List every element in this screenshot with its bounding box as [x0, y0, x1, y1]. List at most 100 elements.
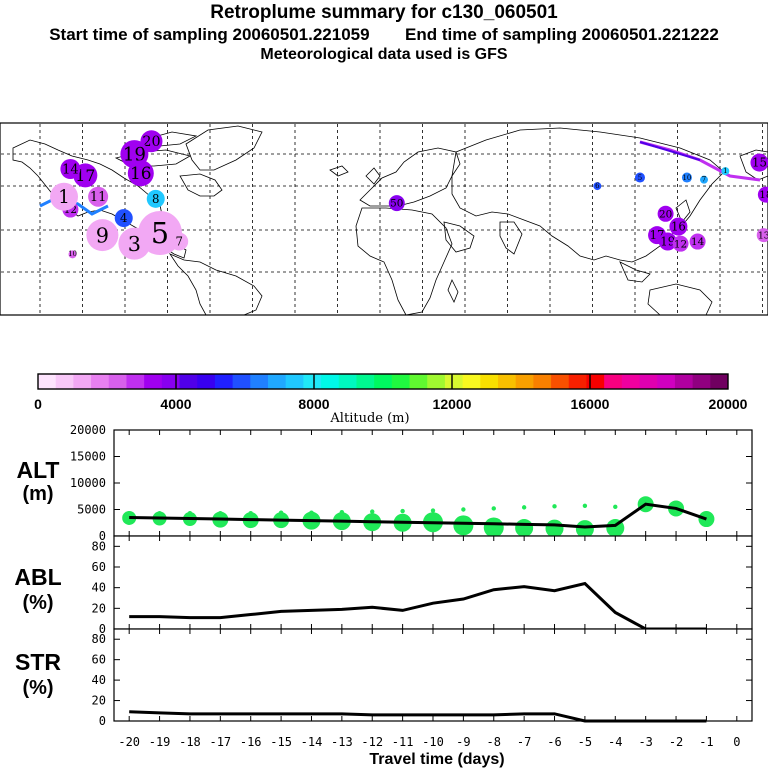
colorbar-cell — [303, 374, 322, 389]
colorbar-cell — [568, 374, 587, 389]
alt-series-line — [129, 502, 707, 529]
plume-marker-label: 15 — [752, 156, 767, 170]
alt-scatter-point-upper — [430, 508, 436, 513]
alt-scatter-point-upper — [582, 503, 588, 508]
x-axis-ticks: -20 -19 -18 -17 -16 -15 -14 -13 -12 -11 -10 -9 -8 -7-… — [118, 735, 740, 749]
colorbar-cell — [657, 374, 676, 389]
abl-series-line — [129, 581, 707, 631]
plume-marker — [635, 172, 645, 183]
str-y-tick: 60 — [92, 653, 106, 667]
colorbar-cell — [126, 374, 145, 389]
plume-marker-label: 6 — [595, 182, 600, 190]
x-tick-label: 0 — [733, 735, 740, 749]
plume-marker-label: 18 — [759, 189, 768, 201]
colorbar-cell — [692, 374, 711, 389]
plume-marker — [658, 232, 677, 251]
colorbar-cell — [391, 374, 411, 389]
colorbar-cell — [586, 374, 605, 389]
alt-y-tick: 10000 — [70, 476, 106, 490]
x-tick-label: -4 — [608, 735, 622, 749]
alt-scatter-point-upper — [309, 510, 314, 515]
colorbar-tick: 12000 — [433, 396, 472, 412]
end-value: 20060501.221222 — [581, 25, 719, 44]
world-map: 2019161714121118459371015181320171619121… — [0, 122, 768, 316]
x-tick-label: -9 — [456, 735, 470, 749]
sampling-times: Start time of sampling 20060501.221059 E… — [0, 25, 768, 45]
colorbar-cell — [674, 374, 694, 389]
alt-scatter-point-upper — [400, 508, 405, 514]
alt-scatter-point-upper — [218, 511, 223, 516]
x-tick-label: -11 — [392, 735, 414, 749]
alt-y-tick: 20000 — [70, 423, 106, 437]
plume-marker — [750, 153, 768, 172]
plume-marker-label: 19 — [660, 235, 675, 249]
colorbar-label: Altitude (m) — [329, 411, 409, 426]
alt-scatter-point — [575, 520, 594, 539]
plume-marker-label: 10 — [682, 174, 691, 182]
alt-scatter-point-upper — [187, 511, 193, 516]
colorbar-cell — [356, 374, 375, 389]
colorbar-cell — [621, 374, 641, 389]
plume-marker-label: 14 — [691, 236, 705, 248]
colorbar-cell — [38, 374, 57, 389]
plume-marker-label: 11 — [90, 190, 107, 205]
x-axis-label: Travel time (days) — [369, 751, 504, 768]
plume-marker — [170, 232, 189, 251]
alt-y-tick: 5000 — [77, 503, 106, 517]
colorbar-cell — [268, 374, 287, 389]
x-tick-label: -8 — [487, 735, 501, 749]
x-tick-label: -12 — [361, 735, 383, 749]
plume-marker — [388, 195, 405, 212]
plume-marker — [689, 233, 706, 250]
colorbar-cell — [55, 374, 74, 389]
colorbar-cell — [533, 374, 552, 389]
plume-marker-label: 5 — [151, 216, 169, 250]
colorbar-cell — [285, 374, 304, 389]
colorbar-tick-labels: 0 4000 8000 12000 16000 20000 — [34, 396, 748, 412]
plume-marker-label: 5 — [638, 174, 642, 182]
end-label: End time of sampling — [405, 25, 577, 44]
alt-scatter-point-upper — [552, 504, 557, 509]
alt-y-tick: 15000 — [70, 450, 106, 464]
x-tick-label: -19 — [149, 735, 171, 749]
plume-marker — [672, 235, 689, 252]
alt-y-tick: 0 — [99, 529, 106, 543]
x-tick-label: -16 — [240, 735, 262, 749]
colorbar-cell — [444, 374, 464, 389]
colorbar-tick: 4000 — [160, 396, 191, 412]
colorbar-cell — [710, 374, 729, 389]
plume-marker-label: 16 — [671, 220, 686, 234]
colorbar-tick: 8000 — [298, 396, 329, 412]
map-markers: 2019161714121118459371015181320171619121… — [50, 130, 768, 260]
plume-marker — [50, 182, 78, 211]
plume-marker — [681, 172, 692, 183]
plume-marker-label: 8 — [152, 192, 159, 206]
alt-scatter-point-upper — [491, 506, 496, 511]
plume-marker — [88, 186, 109, 207]
colorbar-cell — [179, 374, 198, 389]
plume-marker-label: 17 — [75, 167, 95, 185]
altitude-colorbar: 0 4000 8000 12000 16000 20000 Altitude (… — [34, 373, 748, 426]
str-y-tick: 40 — [92, 673, 106, 687]
colorbar-cell — [409, 374, 428, 389]
plume-marker — [757, 186, 768, 203]
colorbar-cell — [551, 374, 570, 389]
abl-y-tick: 40 — [92, 581, 106, 595]
x-tick-label: -1 — [699, 735, 713, 749]
alt-scatter-point — [515, 519, 534, 538]
x-tick-label: -7 — [517, 735, 531, 749]
abl-y-tick: 80 — [92, 539, 106, 553]
abl-axis-name: ABL — [14, 564, 61, 590]
plume-marker-label: 7 — [702, 175, 706, 183]
plume-marker — [127, 160, 154, 187]
colorbar-tick: 16000 — [571, 396, 610, 412]
x-tick-label: -17 — [209, 735, 231, 749]
str-y-tick: 20 — [92, 694, 106, 708]
met-data-line: Meteorological data used is GFS — [260, 46, 508, 63]
plume-marker-label: 1 — [58, 187, 70, 208]
alt-scatter-point-upper — [157, 511, 162, 516]
colorbar-cell — [321, 374, 340, 389]
abl-y-tick: 20 — [92, 601, 106, 615]
plume-marker — [657, 205, 674, 222]
